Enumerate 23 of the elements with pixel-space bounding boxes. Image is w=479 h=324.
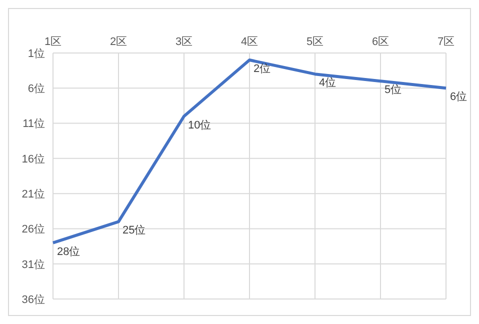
line-series: [52, 58, 448, 244]
x-tick-label: 4区: [240, 36, 258, 48]
y-tick-label: 11位: [22, 118, 45, 130]
data-label: 5位: [384, 84, 402, 96]
y-tick-label: 16位: [22, 153, 45, 166]
y-tick-label: 1位: [28, 48, 45, 60]
data-label: 2位: [254, 63, 271, 76]
data-label: 6位: [450, 91, 468, 104]
x-tick-label: 3区: [175, 36, 193, 48]
y-tick-label: 21位: [22, 188, 45, 200]
data-label: 25位: [122, 224, 146, 237]
y-tick-label: 36位: [22, 294, 45, 306]
x-tick-label: 2区: [110, 36, 128, 48]
y-tick-label: 31位: [22, 258, 45, 271]
y-tick-label: 26位: [22, 224, 45, 236]
x-tick-label: 1区: [44, 36, 62, 48]
data-label: 28位: [57, 246, 80, 258]
x-tick-label: 6区: [372, 36, 390, 48]
x-tick-label: 7区: [437, 36, 455, 48]
x-tick-label: 5区: [306, 36, 324, 48]
data-label: 10位: [188, 119, 212, 132]
y-tick-label: 6位: [28, 83, 45, 96]
data-label: 4位: [319, 77, 336, 90]
